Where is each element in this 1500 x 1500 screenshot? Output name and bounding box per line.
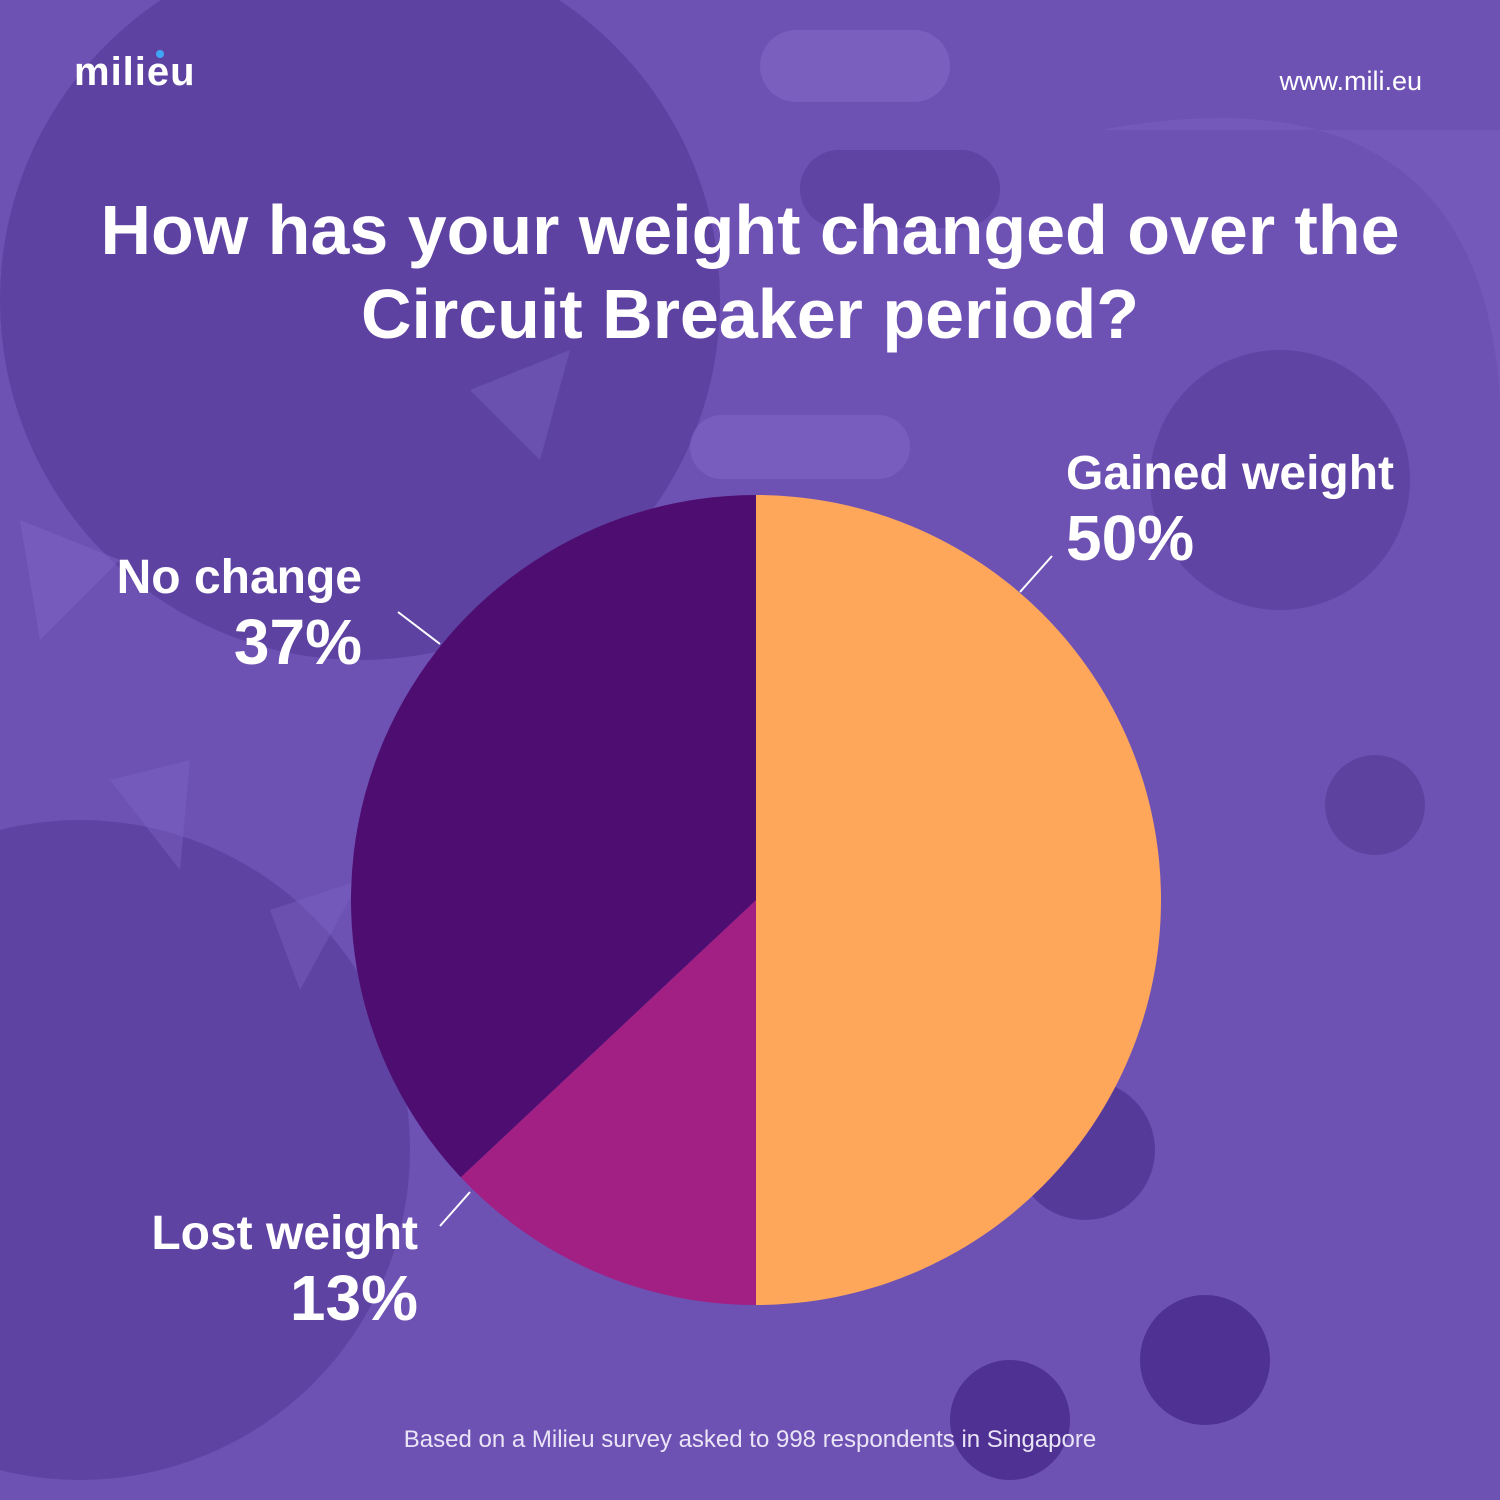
slice-value-lost: 13% xyxy=(289,1262,418,1334)
slice-label-no-change: No change xyxy=(116,551,362,604)
milieu-logo[interactable]: milieu xyxy=(74,50,196,94)
slice-label-gained: Gained weight xyxy=(1066,447,1395,500)
leader-line-lost xyxy=(439,1191,471,1227)
website-url[interactable]: www.mili.eu xyxy=(1279,66,1422,96)
pie-slice-lost-weight xyxy=(460,900,756,1305)
slice-value-gained: 50% xyxy=(1066,502,1195,574)
leader-line-gained xyxy=(1019,555,1053,593)
label-gained-weight: Gained weight 50% xyxy=(1066,446,1394,574)
survey-footnote: Based on a Milieu survey asked to 998 re… xyxy=(403,1426,1097,1453)
slice-value-no-change: 37% xyxy=(233,606,362,678)
label-no-change: No change 37% xyxy=(117,550,362,678)
label-lost-weight: Lost weight 13% xyxy=(151,1206,418,1334)
logo-dot-icon xyxy=(156,50,164,58)
pie-slice-gained-weight xyxy=(756,495,1161,1305)
slice-label-lost: Lost weight xyxy=(151,1207,418,1260)
pie-slice-no-change xyxy=(351,495,756,1178)
chart-title: How has your weight changed over the Cir… xyxy=(100,191,1400,353)
leader-line-no-change xyxy=(397,611,441,645)
